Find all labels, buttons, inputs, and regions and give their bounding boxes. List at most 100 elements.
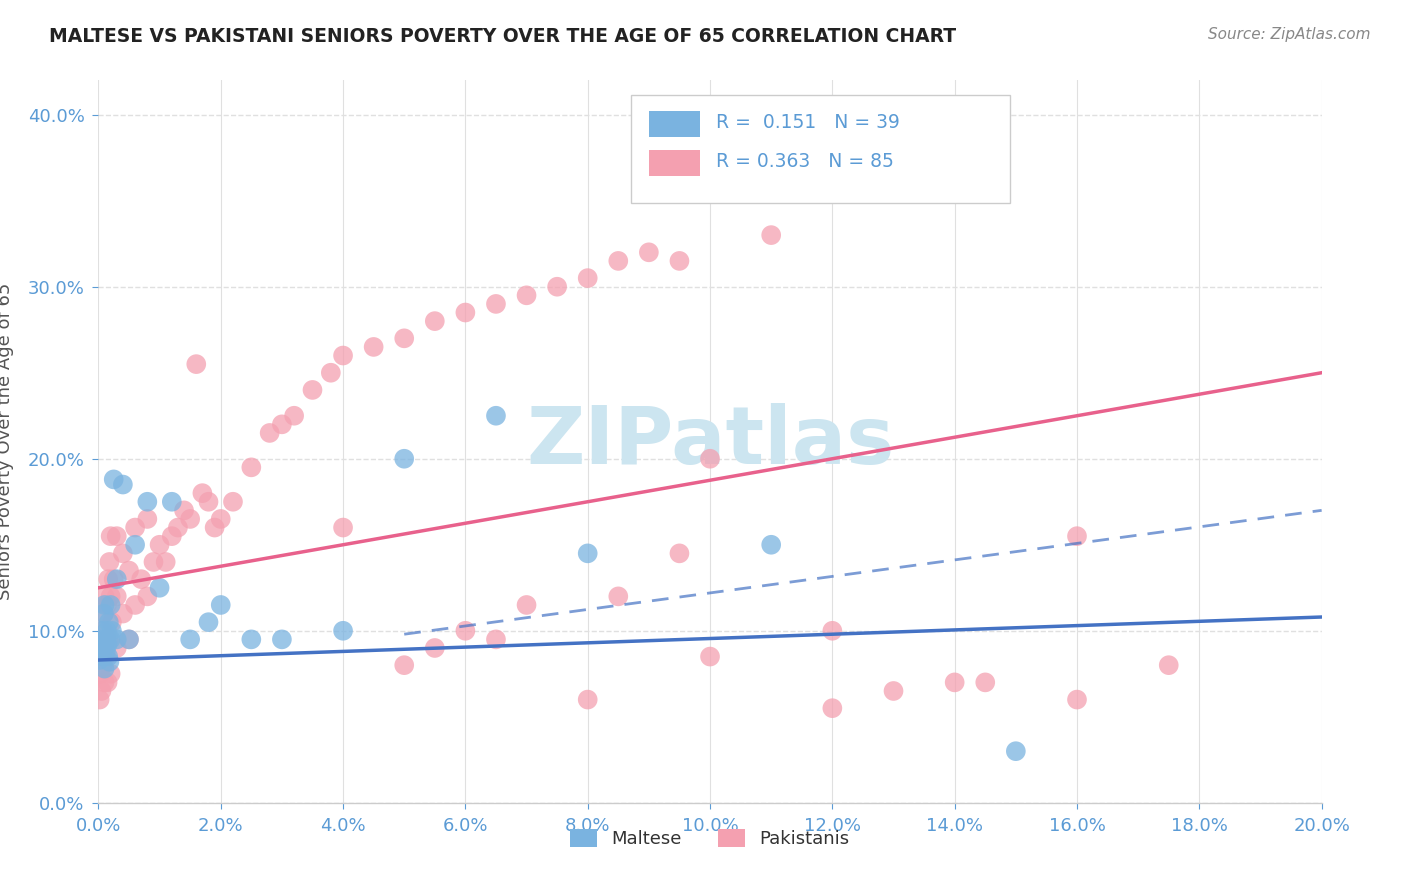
Point (101, 615, 124, 630)
Point (97, 632, 120, 647)
Point (103, 472, 125, 486)
Point (90, 649, 112, 664)
Point (91, 624, 114, 638)
Point (91, 640, 114, 655)
Point (160, 529, 183, 543)
Point (332, 624, 354, 638)
Point (111, 477, 134, 491)
Point (101, 624, 124, 638)
Point (97, 615, 120, 630)
Point (332, 520, 354, 534)
Point (105, 572, 128, 586)
Point (118, 632, 141, 647)
Text: ZIPatlas: ZIPatlas (526, 402, 894, 481)
Point (209, 598, 232, 612)
Text: Source: ZipAtlas.com: Source: ZipAtlas.com (1208, 27, 1371, 42)
Point (149, 538, 172, 552)
Point (100, 590, 122, 604)
Point (197, 494, 219, 508)
Point (332, 349, 354, 363)
Point (136, 590, 159, 604)
Point (699, 451, 721, 466)
Point (129, 572, 152, 586)
Point (94, 644, 117, 658)
Point (197, 615, 219, 630)
Point (1066, 692, 1088, 706)
Point (668, 253, 690, 268)
Point (179, 512, 201, 526)
Point (105, 590, 128, 604)
Point (118, 632, 141, 647)
Point (423, 640, 446, 655)
Point (759, 228, 782, 243)
Point (93, 590, 115, 604)
Point (160, 494, 183, 508)
Point (98, 655, 121, 669)
Point (516, 598, 538, 612)
Point (576, 271, 599, 285)
Point (204, 520, 226, 534)
Y-axis label: Seniors Poverty Over the Age of 65: Seniors Poverty Over the Age of 65 (0, 283, 14, 600)
Point (191, 486, 214, 500)
Point (173, 503, 195, 517)
Point (100, 598, 122, 612)
Point (105, 640, 128, 655)
FancyBboxPatch shape (648, 150, 700, 176)
Point (209, 512, 232, 526)
Point (392, 451, 416, 466)
Point (392, 658, 416, 673)
Point (98, 555, 121, 569)
Point (1157, 658, 1180, 673)
Point (270, 632, 292, 647)
Point (392, 331, 416, 345)
Point (136, 512, 159, 526)
Point (637, 245, 661, 260)
Point (136, 494, 159, 508)
Point (179, 632, 201, 647)
Point (97, 675, 120, 690)
Point (319, 366, 342, 380)
Point (1066, 529, 1088, 543)
Point (943, 675, 966, 690)
Point (607, 253, 630, 268)
Point (93, 598, 115, 612)
Point (93, 662, 115, 676)
Point (576, 546, 599, 560)
Point (100, 632, 122, 647)
Point (97, 649, 120, 664)
Point (124, 538, 146, 552)
Point (142, 555, 165, 569)
Point (155, 555, 177, 569)
Point (90, 632, 112, 647)
Point (301, 383, 323, 397)
Point (103, 572, 125, 586)
Point (111, 607, 134, 621)
Point (576, 692, 599, 706)
Point (699, 649, 721, 664)
Point (93, 675, 115, 690)
Point (1004, 744, 1026, 758)
Point (105, 529, 128, 543)
Point (149, 581, 172, 595)
Point (974, 675, 997, 690)
Point (423, 314, 446, 328)
Point (97, 638, 120, 652)
Point (93, 607, 115, 621)
Point (124, 598, 146, 612)
Point (485, 297, 508, 311)
Point (89, 666, 111, 681)
Point (91, 624, 114, 638)
Text: MALTESE VS PAKISTANI SENIORS POVERTY OVER THE AGE OF 65 CORRELATION CHART: MALTESE VS PAKISTANI SENIORS POVERTY OVE… (49, 27, 956, 45)
Point (186, 357, 208, 371)
Point (96, 624, 118, 638)
Point (124, 520, 146, 534)
Point (167, 520, 190, 534)
Legend: Maltese, Pakistanis: Maltese, Pakistanis (562, 822, 858, 855)
Point (96, 632, 118, 647)
FancyBboxPatch shape (630, 95, 1010, 203)
Point (240, 460, 263, 475)
Point (100, 666, 122, 681)
Point (89, 653, 111, 667)
Point (821, 701, 844, 715)
Point (363, 340, 385, 354)
